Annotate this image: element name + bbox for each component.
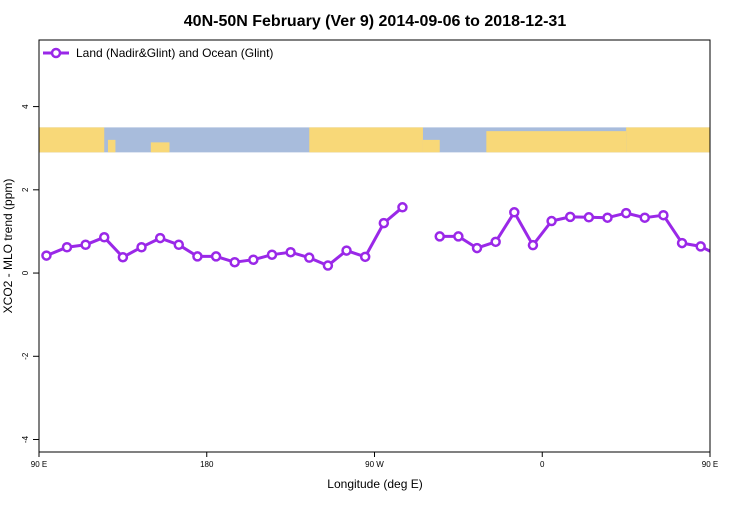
data-point: [527, 239, 539, 251]
data-point: [80, 239, 91, 251]
data-point: [154, 232, 166, 244]
data-point: [490, 236, 501, 248]
data-point: [173, 239, 185, 251]
axis-ticks: -4 -2 0 2 4 90 E 180 90 W 0 90 E: [21, 104, 718, 469]
data-point: [359, 251, 371, 263]
y-tick-label: 4: [21, 104, 30, 109]
data-point: [41, 250, 52, 261]
data-point: [378, 217, 390, 229]
y-tick-label: 0: [21, 270, 30, 275]
data-point: [715, 252, 723, 260]
land-patch: [422, 139, 440, 153]
data-point: [546, 215, 557, 227]
data-point: [602, 212, 613, 223]
series-layer: [41, 202, 742, 271]
data-point: [117, 251, 129, 263]
land-patch: [486, 131, 627, 153]
legend-marker: [50, 47, 62, 59]
data-point: [192, 251, 203, 262]
data-point: [509, 207, 520, 218]
chart-title: 40N-50N February (Ver 9) 2014-09-06 to 2…: [184, 13, 567, 30]
legend-label: Land (Nadir&Glint) and Ocean (Glint): [76, 46, 273, 60]
data-point: [471, 242, 483, 254]
data-point: [61, 241, 73, 253]
x-tick-label: 180: [200, 460, 214, 469]
x-tick-label: 90 E: [31, 460, 47, 469]
data-point: [285, 246, 296, 258]
x-tick-label: 90 W: [365, 460, 384, 469]
x-axis-label: Longitude (deg E): [327, 477, 422, 491]
data-point: [136, 241, 147, 253]
data-point: [322, 260, 334, 271]
data-point: [266, 249, 278, 260]
data-point: [639, 212, 651, 223]
data-point: [397, 202, 408, 213]
data-point: [341, 245, 352, 256]
data-point: [734, 244, 742, 252]
land-patch: [107, 139, 116, 153]
y-tick-label: -4: [21, 435, 30, 443]
world-map-strip: [39, 127, 710, 153]
data-point: [210, 251, 222, 262]
data-point: [695, 241, 706, 252]
land-patch: [309, 127, 423, 153]
y-tick-label: -2: [21, 352, 30, 360]
plot-frame: [38, 39, 711, 453]
y-axis-label: XCO2 - MLO trend (ppm): [1, 179, 15, 314]
land-patch: [39, 127, 105, 153]
data-point: [583, 212, 595, 223]
legend: Land (Nadir&Glint) and Ocean (Glint): [43, 46, 273, 60]
data-point: [620, 207, 632, 219]
data-point: [248, 254, 259, 265]
data-point: [98, 232, 110, 243]
land-patch: [626, 127, 710, 153]
data-point: [564, 211, 576, 223]
data-point: [676, 237, 688, 249]
data-point: [453, 231, 464, 242]
y-tick-label: 2: [21, 187, 30, 192]
data-point: [658, 209, 669, 221]
data-point: [434, 231, 445, 242]
land-patch: [150, 142, 170, 153]
x-tick-label: 90 E: [702, 460, 718, 469]
x-tick-label: 0: [540, 460, 545, 469]
data-point: [304, 252, 315, 263]
data-point: [229, 256, 240, 268]
